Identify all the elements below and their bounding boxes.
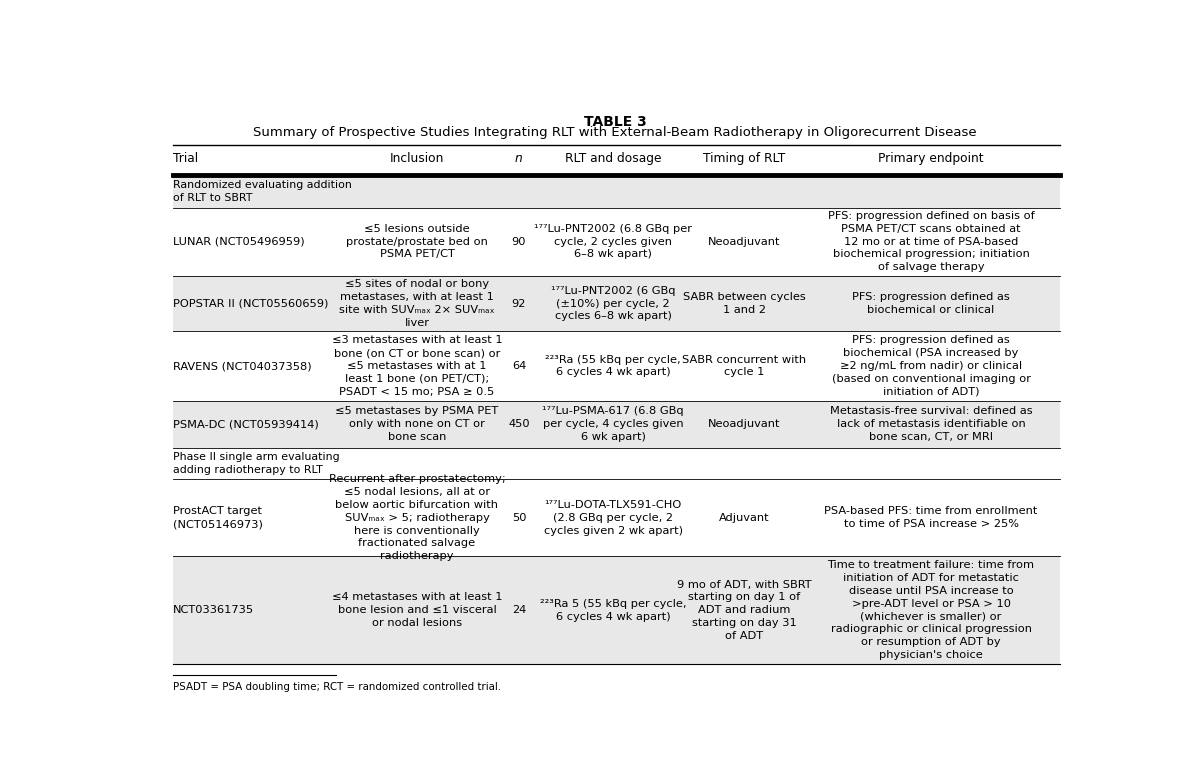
- Text: Adjuvant: Adjuvant: [719, 513, 769, 523]
- Text: Randomized evaluating addition
of RLT to SBRT: Randomized evaluating addition of RLT to…: [173, 180, 352, 203]
- Text: RLT and dosage: RLT and dosage: [565, 152, 661, 165]
- Text: NCT03361735: NCT03361735: [173, 605, 254, 615]
- Text: PSADT = PSA doubling time; RCT = randomized controlled trial.: PSADT = PSA doubling time; RCT = randomi…: [173, 682, 502, 692]
- Text: ≤3 metastases with at least 1
bone (on CT or bone scan) or
≤5 metastases with at: ≤3 metastases with at least 1 bone (on C…: [331, 336, 503, 397]
- Text: SABR concurrent with
cycle 1: SABR concurrent with cycle 1: [682, 354, 806, 377]
- Text: Time to treatment failure: time from
initiation of ADT for metastatic
disease un: Time to treatment failure: time from ini…: [828, 561, 1034, 660]
- Text: ≤5 lesions outside
prostate/prostate bed on
PSMA PET/CT: ≤5 lesions outside prostate/prostate bed…: [346, 224, 488, 260]
- Text: Neoadjuvant: Neoadjuvant: [708, 419, 780, 430]
- Text: ¹⁷⁷Lu-DOTA-TLX591-CHO
(2.8 GBq per cycle, 2
cycles given 2 wk apart): ¹⁷⁷Lu-DOTA-TLX591-CHO (2.8 GBq per cycle…: [544, 500, 683, 535]
- Text: Metastasis-free survival: defined as
lack of metastasis identifiable on
bone sca: Metastasis-free survival: defined as lac…: [829, 406, 1032, 442]
- Text: 90: 90: [511, 237, 526, 247]
- Text: 450: 450: [508, 419, 529, 430]
- Text: ²²³Ra 5 (55 kBq per cycle,
6 cycles 4 wk apart): ²²³Ra 5 (55 kBq per cycle, 6 cycles 4 wk…: [540, 599, 686, 622]
- Text: 24: 24: [511, 605, 526, 615]
- Bar: [173, 479, 1060, 557]
- Text: 9 mo of ADT, with SBRT
starting on day 1 of
ADT and radium
starting on day 31
of: 9 mo of ADT, with SBRT starting on day 1…: [677, 579, 811, 641]
- Text: LUNAR (NCT05496959): LUNAR (NCT05496959): [173, 237, 305, 247]
- Text: SABR between cycles
1 and 2: SABR between cycles 1 and 2: [683, 292, 805, 315]
- Text: ¹⁷⁷Lu-PNT2002 (6.8 GBq per
cycle, 2 cycles given
6–8 wk apart): ¹⁷⁷Lu-PNT2002 (6.8 GBq per cycle, 2 cycl…: [534, 224, 692, 260]
- Text: ¹⁷⁷Lu-PNT2002 (6 GBq
(±10%) per cycle, 2
cycles 6–8 wk apart): ¹⁷⁷Lu-PNT2002 (6 GBq (±10%) per cycle, 2…: [551, 285, 676, 321]
- Text: Inclusion: Inclusion: [390, 152, 444, 165]
- Text: n: n: [515, 152, 523, 165]
- Text: PSMA-DC (NCT05939414): PSMA-DC (NCT05939414): [173, 419, 319, 430]
- Text: PFS: progression defined as
biochemical (PSA increased by
≥2 ng/mL from nadir) o: PFS: progression defined as biochemical …: [832, 336, 1031, 397]
- Bar: [173, 175, 1060, 208]
- Text: ≤5 metastases by PSMA PET
only with none on CT or
bone scan: ≤5 metastases by PSMA PET only with none…: [335, 406, 499, 442]
- Text: 92: 92: [511, 299, 526, 309]
- Text: Primary endpoint: Primary endpoint: [878, 152, 984, 165]
- Text: RAVENS (NCT04037358): RAVENS (NCT04037358): [173, 361, 312, 371]
- Text: 64: 64: [511, 361, 526, 371]
- Text: PFS: progression defined as
biochemical or clinical: PFS: progression defined as biochemical …: [852, 292, 1010, 315]
- Bar: [173, 332, 1060, 401]
- Text: ProstACT target
(NCT05146973): ProstACT target (NCT05146973): [173, 506, 263, 529]
- Text: ≤5 sites of nodal or bony
metastases, with at least 1
site with SUVₘₐₓ 2× SUVₘₐₓ: ≤5 sites of nodal or bony metastases, wi…: [340, 279, 494, 328]
- Text: Neoadjuvant: Neoadjuvant: [708, 237, 780, 247]
- Bar: [173, 401, 1060, 448]
- Text: POPSTAR II (NCT05560659): POPSTAR II (NCT05560659): [173, 299, 329, 309]
- Bar: [173, 208, 1060, 276]
- Bar: [173, 276, 1060, 332]
- Text: Recurrent after prostatectomy;
≤5 nodal lesions, all at or
below aortic bifurcat: Recurrent after prostatectomy; ≤5 nodal …: [329, 474, 505, 561]
- Text: TABLE 3: TABLE 3: [583, 114, 647, 129]
- Text: Phase II single arm evaluating
adding radiotherapy to RLT: Phase II single arm evaluating adding ra…: [173, 452, 340, 475]
- Text: ≤4 metastases with at least 1
bone lesion and ≤1 visceral
or nodal lesions: ≤4 metastases with at least 1 bone lesio…: [331, 593, 503, 628]
- Bar: [173, 557, 1060, 664]
- Bar: [173, 448, 1060, 479]
- Text: ¹⁷⁷Lu-PSMA-617 (6.8 GBq
per cycle, 4 cycles given
6 wk apart): ¹⁷⁷Lu-PSMA-617 (6.8 GBq per cycle, 4 cyc…: [542, 406, 684, 442]
- Text: Summary of Prospective Studies Integrating RLT with External-Beam Radiotherapy i: Summary of Prospective Studies Integrati…: [253, 126, 977, 139]
- Text: 50: 50: [511, 513, 526, 523]
- Text: PSA-based PFS: time from enrollment
to time of PSA increase > 25%: PSA-based PFS: time from enrollment to t…: [824, 506, 1038, 529]
- Text: ²²³Ra (55 kBq per cycle,
6 cycles 4 wk apart): ²²³Ra (55 kBq per cycle, 6 cycles 4 wk a…: [546, 354, 682, 377]
- Text: Trial: Trial: [173, 152, 198, 165]
- Text: PFS: progression defined on basis of
PSMA PET/CT scans obtained at
12 mo or at t: PFS: progression defined on basis of PSM…: [828, 211, 1034, 272]
- Text: Timing of RLT: Timing of RLT: [703, 152, 785, 165]
